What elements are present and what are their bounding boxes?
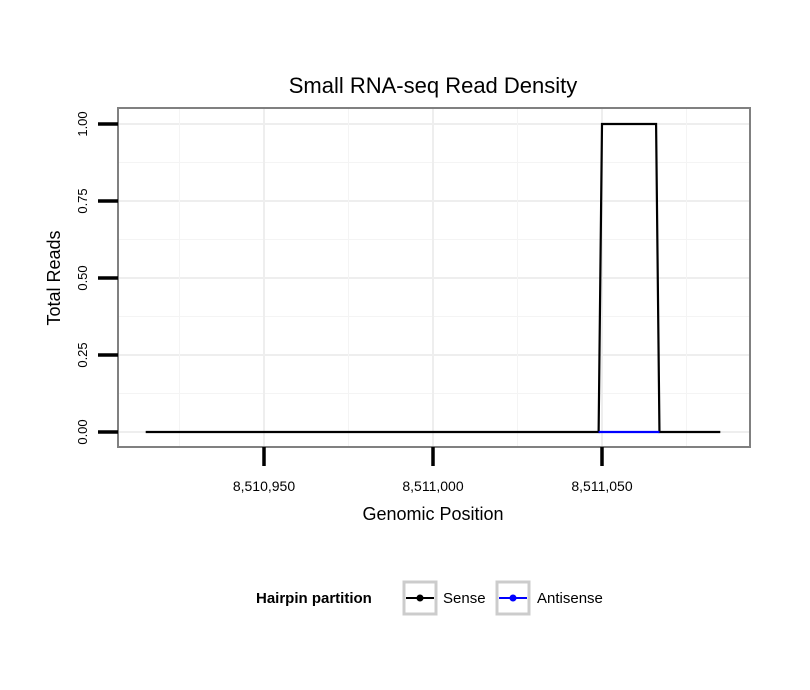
legend-key-point <box>509 594 517 602</box>
y-axis-label: Total Reads <box>44 230 64 325</box>
x-axis-label: Genomic Position <box>362 504 503 524</box>
legend-label-antisense: Antisense <box>537 590 603 607</box>
legend-title: Hairpin partition <box>256 590 372 607</box>
series-line-sense <box>145 122 721 434</box>
x-tick-label: 8,511,050 <box>571 478 632 494</box>
y-tick-label: 0.25 <box>75 342 90 367</box>
grid <box>118 108 750 447</box>
y-tick-label: 0.75 <box>75 188 90 213</box>
x-tick-label: 8,511,000 <box>402 478 463 494</box>
axes: 0.00 0.25 0.50 0.75 1.00 8,510,950 8,511,000 8,… <box>75 111 633 494</box>
legend-items: Sense Antisense <box>402 580 603 616</box>
y-tick-label: 0.50 <box>75 265 90 290</box>
y-tick-label: 1.00 <box>75 111 90 136</box>
legend-label-sense: Sense <box>443 590 486 607</box>
legend: Hairpin partition Sense Antisense <box>256 580 603 616</box>
y-tick-label: 0.00 <box>75 419 90 444</box>
series-layer <box>145 122 721 434</box>
legend-key-point <box>416 594 424 602</box>
chart-title: Small RNA-seq Read Density <box>289 73 578 98</box>
x-tick-label: 8,510,950 <box>233 478 295 494</box>
